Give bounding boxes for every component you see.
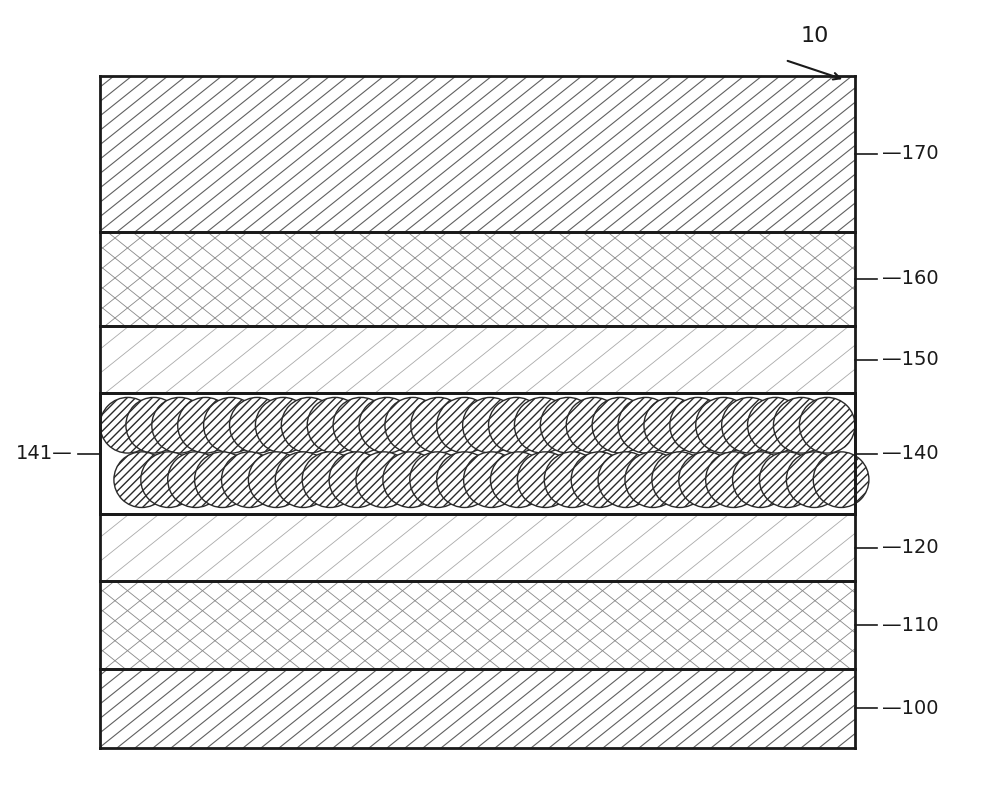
Ellipse shape: [566, 398, 622, 453]
Ellipse shape: [514, 398, 570, 453]
Ellipse shape: [168, 452, 223, 507]
Ellipse shape: [275, 452, 331, 507]
Ellipse shape: [618, 398, 674, 453]
Bar: [100, 669, 855, 748]
Text: —120: —120: [882, 538, 939, 558]
Ellipse shape: [625, 452, 681, 507]
Ellipse shape: [696, 398, 751, 453]
Ellipse shape: [566, 398, 622, 453]
Ellipse shape: [517, 452, 573, 507]
Ellipse shape: [356, 452, 412, 507]
Ellipse shape: [230, 398, 285, 453]
Ellipse shape: [152, 398, 207, 453]
Ellipse shape: [514, 398, 570, 453]
Ellipse shape: [592, 398, 648, 453]
Ellipse shape: [799, 398, 855, 453]
Ellipse shape: [411, 398, 466, 453]
Ellipse shape: [385, 398, 441, 453]
Ellipse shape: [540, 398, 596, 453]
Text: —150: —150: [882, 350, 939, 369]
Ellipse shape: [195, 452, 250, 507]
Ellipse shape: [722, 398, 777, 453]
Ellipse shape: [773, 398, 829, 453]
Ellipse shape: [307, 398, 363, 453]
Ellipse shape: [302, 452, 358, 507]
Ellipse shape: [679, 452, 734, 507]
Bar: [100, 232, 855, 326]
Bar: [100, 76, 855, 232]
Ellipse shape: [333, 398, 389, 453]
Ellipse shape: [463, 398, 518, 453]
Ellipse shape: [437, 398, 492, 453]
Ellipse shape: [773, 398, 829, 453]
Ellipse shape: [733, 452, 788, 507]
Text: —160: —160: [882, 270, 939, 289]
Ellipse shape: [100, 398, 156, 453]
Ellipse shape: [385, 398, 441, 453]
Text: —110: —110: [882, 615, 939, 634]
Ellipse shape: [204, 398, 259, 453]
Ellipse shape: [329, 452, 385, 507]
Ellipse shape: [437, 452, 492, 507]
Ellipse shape: [410, 452, 465, 507]
Ellipse shape: [544, 452, 600, 507]
Ellipse shape: [411, 398, 466, 453]
Ellipse shape: [463, 398, 518, 453]
Ellipse shape: [255, 398, 311, 453]
Text: 141—: 141—: [16, 444, 73, 463]
Ellipse shape: [255, 398, 311, 453]
Ellipse shape: [748, 398, 803, 453]
Ellipse shape: [126, 398, 182, 453]
Ellipse shape: [799, 398, 855, 453]
Ellipse shape: [100, 398, 156, 453]
Ellipse shape: [652, 452, 708, 507]
Text: —100: —100: [882, 699, 938, 718]
Ellipse shape: [490, 452, 546, 507]
Ellipse shape: [598, 452, 654, 507]
Text: —170: —170: [882, 145, 939, 163]
Ellipse shape: [178, 398, 233, 453]
Ellipse shape: [706, 452, 761, 507]
Ellipse shape: [670, 398, 725, 453]
Ellipse shape: [540, 398, 596, 453]
Text: —140: —140: [882, 444, 939, 463]
Ellipse shape: [592, 398, 648, 453]
Ellipse shape: [230, 398, 285, 453]
Ellipse shape: [618, 398, 674, 453]
Bar: [100, 326, 855, 393]
Text: 10: 10: [801, 26, 829, 46]
Ellipse shape: [178, 398, 233, 453]
Ellipse shape: [126, 398, 182, 453]
Ellipse shape: [359, 398, 415, 453]
Ellipse shape: [114, 452, 170, 507]
Ellipse shape: [307, 398, 363, 453]
Bar: [100, 514, 855, 582]
Ellipse shape: [489, 398, 544, 453]
Ellipse shape: [281, 398, 337, 453]
Ellipse shape: [644, 398, 700, 453]
Ellipse shape: [248, 452, 304, 507]
Ellipse shape: [722, 398, 777, 453]
Ellipse shape: [489, 398, 544, 453]
Ellipse shape: [437, 398, 492, 453]
Ellipse shape: [383, 452, 439, 507]
Ellipse shape: [571, 452, 627, 507]
Ellipse shape: [748, 398, 803, 453]
Ellipse shape: [670, 398, 725, 453]
Ellipse shape: [333, 398, 389, 453]
Ellipse shape: [222, 452, 277, 507]
Ellipse shape: [204, 398, 259, 453]
Ellipse shape: [813, 452, 869, 507]
Ellipse shape: [152, 398, 207, 453]
Ellipse shape: [759, 452, 815, 507]
Ellipse shape: [464, 452, 519, 507]
Ellipse shape: [644, 398, 700, 453]
Ellipse shape: [141, 452, 196, 507]
Ellipse shape: [786, 452, 842, 507]
Ellipse shape: [696, 398, 751, 453]
Ellipse shape: [281, 398, 337, 453]
Ellipse shape: [359, 398, 415, 453]
Bar: [100, 393, 855, 514]
Bar: [100, 582, 855, 669]
